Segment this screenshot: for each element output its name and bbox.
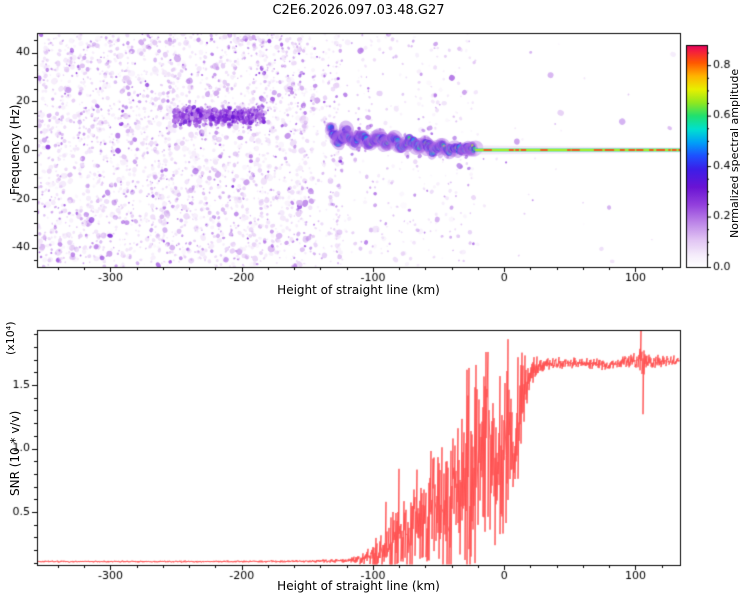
spectrogram-y-axis-label: Frequency (Hz)	[8, 104, 22, 196]
colorbar-label: Normalized spectral amplitude	[728, 68, 741, 238]
snr-scale-label: (x10⁴)	[4, 321, 17, 356]
spectrogram-x-axis-label: Height of straight line (km)	[277, 283, 440, 297]
snr-x-axis-label: Height of straight line (km)	[277, 579, 440, 593]
figure-title: C2E6.2026.097.03.48.G27	[272, 3, 445, 18]
snr-y-axis-label: SNR (10 * v/v)	[8, 410, 22, 496]
